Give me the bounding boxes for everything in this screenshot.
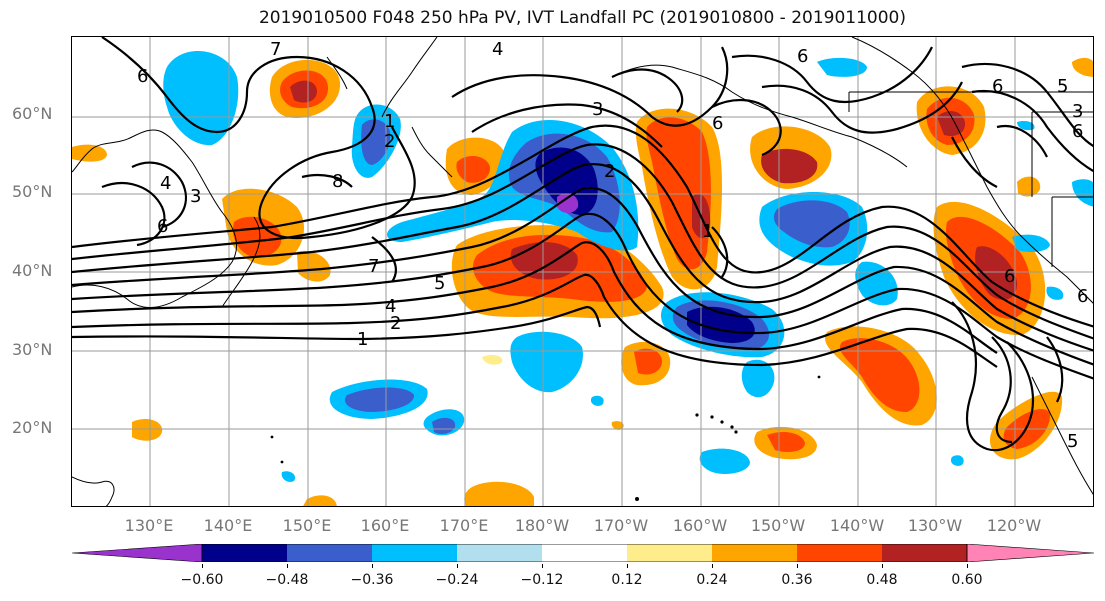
- contour-label: 5: [434, 273, 445, 294]
- lat-label: 20°N: [12, 418, 53, 437]
- coastline-kamchatka: [381, 37, 438, 118]
- colorbar-tick: [202, 564, 203, 568]
- colorbar-tick-label: 0.36: [781, 572, 813, 588]
- contour-label: 4: [385, 296, 396, 317]
- contour-label: 6: [157, 216, 168, 237]
- colorbar-tick: [882, 564, 883, 568]
- colorbar-tick-label: −0.36: [350, 572, 394, 588]
- contour-label: 7: [368, 256, 379, 277]
- contour-label: 6: [797, 46, 808, 67]
- pacific-islands: [270, 375, 821, 501]
- lat-label: 50°N: [12, 182, 53, 201]
- colorbar-tick: [627, 564, 628, 568]
- colorbar-segment: [712, 544, 797, 562]
- lon-label: 160°E: [360, 516, 410, 535]
- contour-label: 7: [270, 39, 281, 60]
- graticule: [72, 37, 1093, 506]
- lon-label: 180°W: [514, 516, 570, 535]
- colorbar-segment: [542, 544, 627, 562]
- colorbar-segment: [202, 544, 287, 562]
- lon-label: 140°E: [203, 516, 253, 535]
- lat-label: 60°N: [12, 104, 53, 123]
- lon-label: 150°W: [750, 516, 806, 535]
- colorbar-extend-low: [72, 544, 203, 562]
- map-canvas: 7 6 4 6 5 8 6 1 2 7 3 4 5 1 2 6 5 3 4 1 …: [72, 37, 1093, 506]
- contour-label: 6: [1077, 286, 1088, 307]
- contour-label: 6: [137, 66, 148, 87]
- contour-label: 2: [384, 131, 395, 152]
- colorbar-tick: [287, 564, 288, 568]
- colorbar-tick: [542, 564, 543, 568]
- lon-label: 150°E: [282, 516, 332, 535]
- contour-label: 6: [1004, 266, 1015, 287]
- colorbar-tick: [372, 564, 373, 568]
- colorbar-tick-label: 0.24: [696, 572, 728, 588]
- lon-label: 160°W: [672, 516, 728, 535]
- lat-label: 30°N: [12, 340, 53, 359]
- lon-label: 130°W: [907, 516, 963, 535]
- colorbar-tick-label: −0.24: [435, 572, 479, 588]
- map-panel: 7 6 4 6 5 8 6 1 2 7 3 4 5 1 2 6 5 3 4 1 …: [71, 36, 1094, 507]
- colorbar-tick-label: −0.48: [265, 572, 309, 588]
- colorbar-segment: [457, 544, 542, 562]
- colorbar-segment: [797, 544, 882, 562]
- contour-label: 4: [160, 173, 171, 194]
- colorbar: [72, 544, 1094, 562]
- contour-label: 3: [1072, 101, 1083, 122]
- lon-label: 130°E: [124, 516, 174, 535]
- contour-label: 8: [332, 171, 343, 192]
- contour-label: 1: [357, 329, 368, 350]
- contour-label: 6: [712, 113, 723, 134]
- colorbar-segment: [882, 544, 967, 562]
- contour-label: 2: [390, 313, 401, 334]
- contour-label: 3: [592, 99, 603, 120]
- lon-label: 140°W: [829, 516, 885, 535]
- colorbar-tick-label: 0.60: [951, 572, 983, 588]
- colorbar-segment: [287, 544, 372, 562]
- colorbar-tick-label: 0.48: [866, 572, 898, 588]
- contour-label: 5: [1057, 76, 1068, 97]
- cool-blob-siberia: [163, 50, 239, 146]
- contour-label: 1: [384, 111, 395, 132]
- contour-labels: 7 6 4 6 5 8 6 1 2 7 3 4 5 1 2 6 5 3 4 1 …: [137, 39, 1088, 452]
- lat-label: 40°N: [12, 261, 53, 280]
- coastline-japan: [221, 216, 261, 308]
- contour-label: 1: [702, 221, 713, 242]
- contour-label: 5: [1067, 431, 1078, 452]
- colorbar-tick: [712, 564, 713, 568]
- colorbar-segment: [372, 544, 457, 562]
- coastline-alaska: [611, 64, 908, 168]
- colorbar-segment: [627, 544, 712, 562]
- lon-label: 120°W: [986, 516, 1042, 535]
- contour-label: 6: [992, 76, 1003, 97]
- ivt-contours: [72, 37, 1093, 452]
- colorbar-tick-label: −0.60: [180, 572, 224, 588]
- colorbar-tick-label: 0.12: [611, 572, 643, 588]
- contour-label: 6: [1072, 121, 1083, 142]
- contour-label: 4: [492, 39, 503, 60]
- colorbar-tick: [797, 564, 798, 568]
- colorbar-tick-label: −0.12: [520, 572, 564, 588]
- contour-label: 3: [190, 186, 201, 207]
- colorbar-extend-high: [966, 544, 1094, 562]
- coastline-north-america: [851, 37, 1093, 304]
- contour-label: 2: [604, 161, 615, 182]
- lon-label: 170°E: [439, 516, 489, 535]
- colorbar-tick: [457, 564, 458, 568]
- map-title: 2019010500 F048 250 hPa PV, IVT Landfall…: [258, 8, 906, 28]
- colorbar-tick: [967, 564, 968, 568]
- lon-label: 170°W: [593, 516, 649, 535]
